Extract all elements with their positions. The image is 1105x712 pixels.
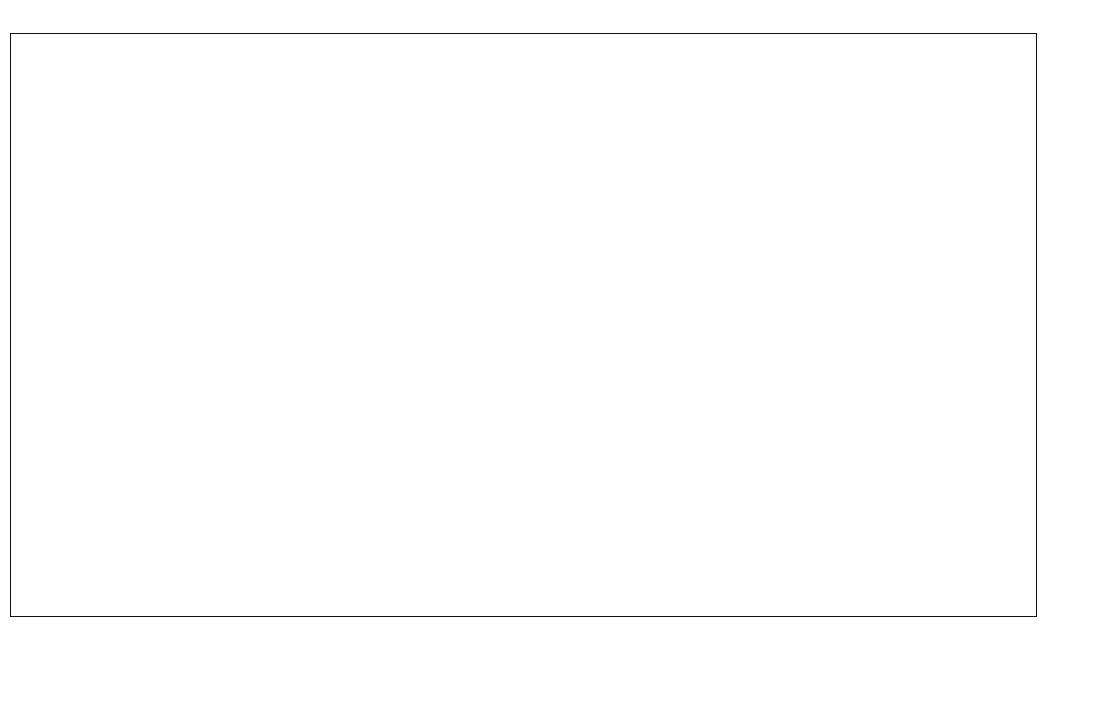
map-panel[interactable]	[10, 33, 1037, 617]
colorbar-swatches	[0, 645, 1105, 712]
contour-map-canvas	[11, 34, 1036, 616]
colorbar[interactable]	[0, 645, 1105, 712]
